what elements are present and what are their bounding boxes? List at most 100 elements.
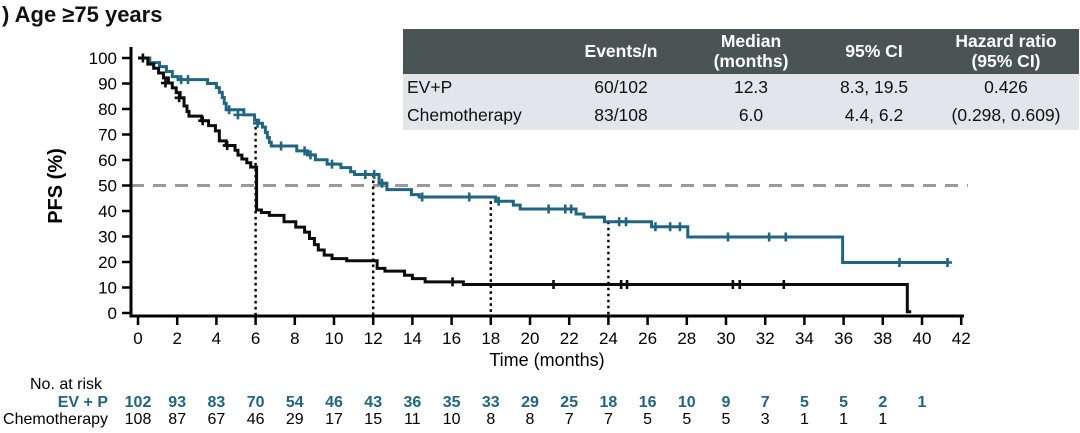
censor-mark-evp	[723, 232, 733, 242]
x-tick-label: 40	[913, 329, 932, 348]
censor-mark-evp	[300, 146, 310, 156]
summary-row-chemo: Chemotherapy 83/108 6.0 4.4, 6.2 (0.298,…	[403, 102, 1079, 130]
summary-chemo-ci: 4.4, 6.2	[815, 102, 933, 130]
censor-mark-evp	[327, 159, 337, 169]
censor-mark-evp	[494, 196, 504, 206]
x-tick-label: 2	[172, 329, 181, 348]
at-risk-value-evp: 1	[918, 394, 927, 411]
at-risk-value-evp: 93	[168, 394, 186, 411]
km-curve-chemo	[138, 56, 912, 314]
at-risk-group-label-evp: EV + P	[58, 394, 109, 411]
summary-evp-ci: 8.3, 19.5	[815, 74, 933, 102]
at-risk-value-evp: 46	[325, 394, 343, 411]
y-tick-label: 80	[98, 100, 117, 119]
censor-mark-evp	[233, 110, 243, 120]
censor-mark-chemo	[198, 116, 208, 126]
x-tick-label: 18	[481, 329, 500, 348]
summary-evp-median: 12.3	[687, 74, 815, 102]
x-tick-label: 16	[442, 329, 461, 348]
summary-header-events: Events/n	[555, 29, 687, 74]
censor-mark-chemo	[222, 140, 232, 150]
at-risk-value-evp: 102	[125, 394, 152, 411]
censor-mark-chemo	[622, 279, 632, 289]
x-tick-label: 0	[133, 329, 142, 348]
censor-mark-chemo	[174, 93, 184, 103]
censor-mark-chemo	[549, 279, 559, 289]
censor-mark-evp	[305, 150, 315, 160]
x-tick-label: 12	[364, 329, 383, 348]
x-tick-label: 8	[290, 329, 299, 348]
summary-header-hr: Hazard ratio (95% CI)	[933, 29, 1079, 74]
x-tick-label: 30	[717, 329, 736, 348]
censor-mark-evp	[621, 217, 631, 227]
censor-mark-evp	[253, 118, 263, 128]
y-tick-label: 20	[98, 253, 117, 272]
censor-mark-evp	[665, 222, 675, 232]
at-risk-value-evp: 54	[286, 394, 304, 411]
at-risk-value-evp: 18	[600, 394, 618, 411]
censor-mark-evp	[675, 222, 685, 232]
at-risk-value-chemo: 5	[682, 411, 691, 428]
at-risk-value-evp: 33	[482, 394, 500, 411]
censor-mark-evp	[360, 170, 370, 180]
y-tick-label: 100	[89, 49, 117, 68]
at-risk-value-chemo: 1	[800, 411, 809, 428]
at-risk-value-chemo: 67	[208, 411, 226, 428]
at-risk-value-chemo: 1	[878, 411, 887, 428]
summary-row-evp: EV+P 60/102 12.3 8.3, 19.5 0.426	[403, 74, 1079, 102]
at-risk-value-chemo: 46	[247, 411, 265, 428]
x-tick-label: 10	[325, 329, 344, 348]
censor-mark-evp	[942, 258, 952, 268]
at-risk-value-evp: 70	[247, 394, 265, 411]
censor-mark-evp	[224, 105, 234, 115]
summary-evp-label: EV+P	[403, 74, 555, 102]
at-risk-value-evp: 5	[800, 394, 809, 411]
at-risk-value-chemo: 10	[443, 411, 461, 428]
x-tick-label: 38	[873, 329, 892, 348]
at-risk-value-chemo: 1	[839, 411, 848, 428]
censor-mark-evp	[183, 75, 193, 85]
summary-chemo-label: Chemotherapy	[403, 102, 555, 130]
censor-mark-evp	[377, 178, 387, 188]
censor-mark-evp	[566, 204, 576, 214]
panel-title: ) Age ≥75 years	[2, 2, 163, 27]
summary-table-header-row: Events/n Median (months) 95% CI Hazard r…	[403, 29, 1079, 74]
y-tick-label: 70	[98, 126, 117, 145]
summary-table: Events/n Median (months) 95% CI Hazard r…	[403, 29, 1079, 130]
summary-chemo-median: 6.0	[687, 102, 815, 130]
x-tick-label: 26	[638, 329, 657, 348]
at-risk-value-chemo: 17	[325, 411, 343, 428]
x-tick-label: 34	[795, 329, 814, 348]
at-risk-value-evp: 10	[678, 394, 696, 411]
summary-chemo-hr: (0.298, 0.609)	[933, 102, 1079, 130]
at-risk-group-label-chemo: Chemotherapy	[3, 411, 108, 428]
y-axis-title: PFS (%)	[45, 148, 67, 224]
at-risk-value-evp: 9	[722, 394, 731, 411]
censor-mark-evp	[781, 232, 791, 242]
censor-mark-evp	[417, 192, 427, 202]
x-tick-label: 6	[251, 329, 260, 348]
x-tick-label: 28	[677, 329, 696, 348]
at-risk-value-chemo: 5	[643, 411, 652, 428]
at-risk-value-chemo: 108	[125, 411, 152, 428]
x-tick-label: 24	[599, 329, 618, 348]
at-risk-title: No. at risk	[30, 376, 103, 393]
km-curve-evp	[138, 56, 948, 265]
summary-evp-hr: 0.426	[933, 74, 1079, 102]
at-risk-value-chemo: 87	[168, 411, 186, 428]
at-risk-value-evp: 5	[839, 394, 848, 411]
at-risk-value-evp: 29	[521, 394, 539, 411]
at-risk-value-evp: 36	[404, 394, 422, 411]
at-risk-value-chemo: 7	[604, 411, 613, 428]
x-tick-label: 4	[212, 329, 221, 348]
y-tick-label: 30	[98, 228, 117, 247]
at-risk-value-chemo: 15	[364, 411, 382, 428]
censor-mark-chemo	[138, 53, 148, 63]
censor-mark-evp	[369, 170, 379, 180]
x-tick-label: 36	[834, 329, 853, 348]
summary-chemo-events: 83/108	[555, 102, 687, 130]
at-risk-value-chemo: 7	[565, 411, 574, 428]
at-risk-value-evp: 83	[208, 394, 226, 411]
at-risk-value-evp: 16	[639, 394, 657, 411]
summary-header-ci: 95% CI	[815, 29, 933, 74]
